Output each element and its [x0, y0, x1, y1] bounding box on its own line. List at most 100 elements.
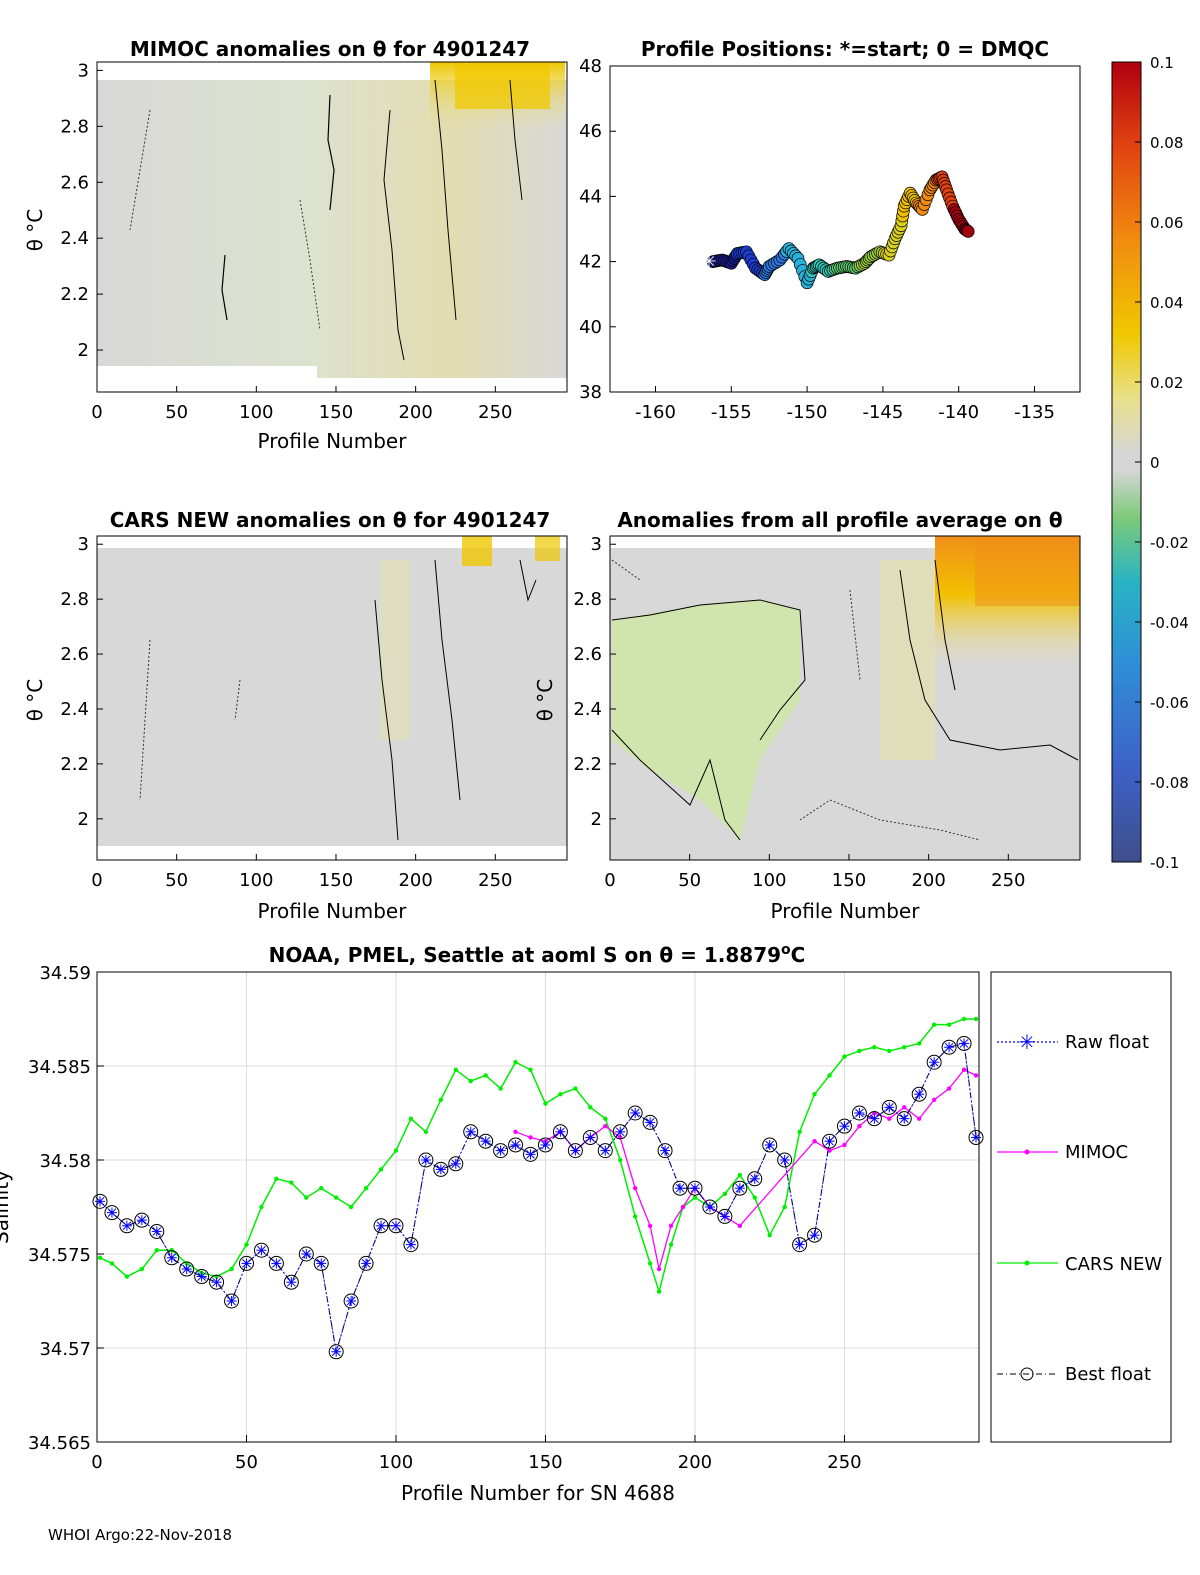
raw-float-star-stroke — [466, 1127, 476, 1137]
colorbar-tick-label: -0.04 — [1150, 614, 1189, 632]
raw-float-star-stroke — [735, 1183, 745, 1193]
colorbar-tick-label: 0.1 — [1150, 54, 1174, 72]
cars-new-point — [752, 1195, 757, 1200]
raw-float-star-stroke — [272, 1259, 281, 1268]
cars-new-point — [588, 1105, 593, 1110]
best-float-point — [968, 1129, 984, 1145]
cars-new-point — [169, 1248, 174, 1253]
raw-float-point — [495, 1145, 506, 1156]
panel-cars-heatmap: CARS NEW anomalies on θ for 4901247 0 50 1… — [23, 508, 568, 923]
raw-float-point — [645, 1117, 656, 1128]
best-float-point — [732, 1180, 748, 1196]
cars-heatmap-field — [97, 548, 567, 846]
best-float-point — [463, 1124, 479, 1140]
cars-new-point — [229, 1266, 234, 1272]
raw-float-point — [585, 1132, 596, 1143]
best-float-point — [851, 1105, 867, 1121]
legend-marker-cars-new — [1024, 1260, 1030, 1266]
best-float-point — [194, 1269, 210, 1285]
cars-new-point — [737, 1172, 743, 1178]
raw-float-star-stroke — [884, 1103, 894, 1112]
raw-float-point — [704, 1202, 715, 1212]
best-float-point — [896, 1111, 912, 1127]
colorbar-tick-label: 0.08 — [1150, 134, 1183, 152]
raw-float-star-stroke — [541, 1140, 550, 1150]
mimoc-strong-anomaly-patch — [455, 64, 550, 109]
raw-float-point — [316, 1258, 327, 1269]
cars-new-point — [483, 1073, 488, 1078]
best-float-point — [433, 1161, 449, 1177]
cars-new-point — [109, 1261, 115, 1266]
x-tick-label: 0 — [91, 402, 102, 423]
raw-float-star-stroke — [944, 1042, 954, 1052]
cars-new-point — [274, 1176, 279, 1182]
cars-new-point — [973, 1016, 979, 1022]
raw-float-star-stroke — [870, 1114, 879, 1123]
mimoc-dotted-contour — [129, 109, 321, 331]
raw-float-point — [226, 1296, 237, 1306]
average-contour — [611, 729, 741, 841]
cars-new-point — [528, 1067, 533, 1072]
best-float-point — [687, 1180, 703, 1196]
best-float-point — [388, 1218, 404, 1234]
best-float-point — [418, 1152, 434, 1168]
mimoc-point — [902, 1105, 907, 1110]
colorbar-tick-label: -0.06 — [1150, 694, 1189, 712]
raw-float-star-stroke — [720, 1212, 730, 1221]
raw-float-star-stroke — [361, 1259, 371, 1268]
y-tick-label: 34.575 — [28, 1245, 91, 1266]
best-float-point — [807, 1227, 823, 1243]
x-tick-label: 250 — [478, 402, 512, 423]
mimoc-point — [656, 1266, 662, 1272]
mimoc-point — [528, 1135, 533, 1140]
raw-float-star-stroke — [795, 1240, 804, 1249]
raw-float-star-stroke — [212, 1277, 221, 1287]
legend-label-mimoc: MIMOC — [1065, 1142, 1128, 1163]
cars-new-point — [842, 1054, 847, 1059]
raw-float-star-stroke — [451, 1159, 461, 1169]
raw-float-star-stroke — [825, 1136, 834, 1146]
legend-entry-mimoc: MIMOC — [997, 1142, 1128, 1163]
raw-float-star-stroke — [167, 1253, 177, 1263]
raw-float-point — [809, 1230, 820, 1241]
best-float-point — [762, 1137, 778, 1153]
cars-new-point — [348, 1204, 354, 1210]
best-float-point — [582, 1129, 598, 1145]
colorbar-tick-label: 0.04 — [1150, 294, 1183, 312]
raw-float-star-stroke — [780, 1155, 790, 1165]
best-float-point — [403, 1237, 419, 1253]
x-tick-label: 200 — [911, 870, 945, 891]
best-float-point — [612, 1124, 628, 1140]
salinity-legend: ✳ Raw float MIMOC CARS NEW Best float — [990, 971, 1172, 1443]
y-tick-label: 34.585 — [28, 1057, 91, 1078]
x-tick-label: 50 — [235, 1452, 258, 1473]
raw-float-point — [779, 1155, 790, 1165]
raw-float-point — [151, 1226, 162, 1237]
y-tick-label: 3 — [591, 534, 602, 555]
best-float-point — [508, 1137, 524, 1153]
raw-float-point — [824, 1136, 835, 1147]
salinity-plot-area — [97, 972, 979, 1442]
raw-float-star-stroke — [571, 1146, 580, 1155]
cars-dotted-contour — [139, 639, 241, 801]
raw-float-star-stroke — [331, 1347, 341, 1357]
y-tick-label: 40 — [579, 317, 602, 338]
cars-missing-data-top — [97, 536, 192, 548]
x-tick-label: -145 — [862, 402, 903, 423]
positions-axes-box — [609, 65, 1081, 393]
y-tick-label: 34.565 — [28, 1433, 91, 1454]
best-float-point — [253, 1242, 269, 1258]
average-axes-box — [609, 535, 1081, 861]
mimoc-contour — [221, 254, 228, 321]
legend-label-best-float: Best float — [1065, 1364, 1151, 1385]
mimoc-point — [917, 1116, 922, 1121]
cars-new-point — [378, 1167, 384, 1172]
raw-float-point — [331, 1346, 342, 1357]
colorbar-ticks: 0.1 0.08 0.06 0.04 0.02 0 -0.02 -0.04 -0.06 -0.08… — [1135, 54, 1189, 872]
raw-float-point — [211, 1277, 222, 1288]
x-tick-label: 100 — [752, 870, 786, 891]
mimoc-point — [887, 1116, 892, 1121]
raw-float-point — [615, 1126, 626, 1137]
cars-new-point — [917, 1041, 922, 1046]
raw-float-point — [346, 1296, 357, 1306]
